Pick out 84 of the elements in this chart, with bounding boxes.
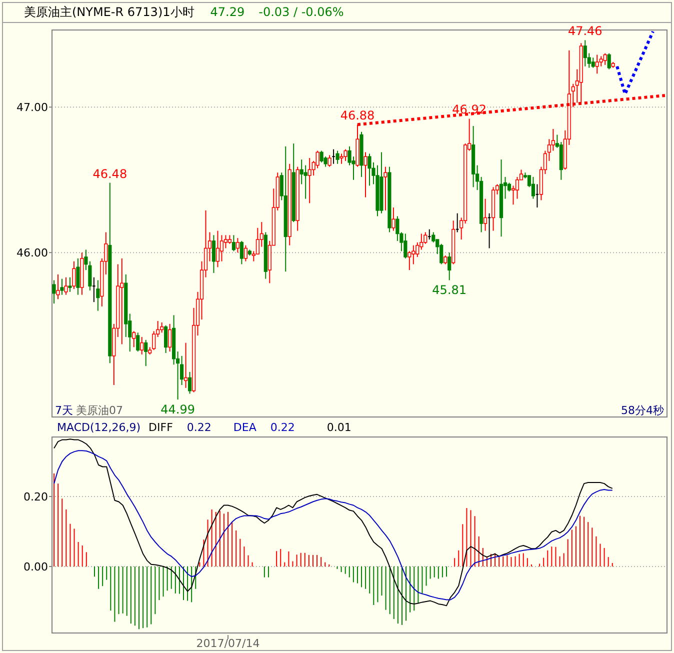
- candlestick: [344, 148, 348, 162]
- candlestick: [340, 153, 344, 164]
- y-tick-label: 0.20: [24, 490, 48, 504]
- y-tick-label: 46.00: [16, 246, 48, 260]
- candlestick: [220, 234, 224, 262]
- candlestick: [484, 198, 488, 232]
- candlestick: [64, 276, 68, 296]
- candlestick: [52, 280, 56, 304]
- annotation: 46.88: [340, 108, 375, 123]
- y-tick-label: 47.00: [16, 101, 48, 114]
- candlestick: [152, 330, 156, 351]
- chart-title: 美原油主(NYME-R 6713)1小时: [24, 5, 194, 19]
- candlestick: [68, 276, 72, 292]
- candlestick: [396, 216, 400, 242]
- text: 0.22: [270, 421, 295, 434]
- candlestick: [455, 212, 460, 233]
- candlestick: [216, 230, 220, 268]
- annotation: 46.48: [92, 166, 128, 181]
- text: DEA: [233, 421, 257, 434]
- candlestick: [440, 243, 444, 265]
- candlestick: [136, 332, 140, 352]
- candlestick: [432, 232, 436, 243]
- candlestick: [308, 158, 312, 204]
- text: DIFF: [148, 421, 173, 434]
- candlestick: [188, 371, 192, 394]
- candlestick: [336, 150, 340, 164]
- annotation: 44.99: [160, 402, 195, 417]
- candlestick: [240, 240, 244, 265]
- annotation: 46.92: [452, 102, 486, 117]
- candlestick: [92, 276, 96, 303]
- candlestick: [140, 336, 144, 355]
- x-tick-label: 2017/07/14: [196, 637, 260, 650]
- candlestick: [236, 238, 240, 254]
- candlestick: [328, 154, 332, 168]
- candlestick: [96, 280, 100, 312]
- candlestick: [72, 260, 76, 290]
- candlestick: [404, 233, 408, 259]
- candlestick: [120, 258, 124, 345]
- candlestick: [168, 323, 172, 352]
- candlestick: [607, 52, 611, 70]
- candlestick: [595, 54, 599, 74]
- candlestick: [364, 152, 368, 198]
- candlestick: [551, 128, 555, 152]
- candlestick: [531, 176, 536, 200]
- candlestick: [232, 234, 236, 252]
- candlestick: [535, 184, 540, 208]
- annotation: 58分4秒: [621, 404, 664, 417]
- candlestick: [212, 234, 216, 274]
- annotation: 47.46: [568, 24, 602, 38]
- candlestick: [164, 324, 168, 354]
- candlestick: [144, 339, 148, 367]
- chart-title: MACD(12,26,9): [57, 421, 141, 434]
- candlestick: [603, 52, 607, 66]
- candlestick: [448, 252, 452, 281]
- candlestick: [56, 274, 60, 300]
- text: 47.29: [210, 5, 245, 19]
- candlestick: [76, 258, 80, 296]
- candlestick: [427, 228, 432, 240]
- candlestick: [304, 164, 308, 200]
- candlestick: [320, 150, 324, 163]
- candlestick: [224, 234, 228, 249]
- candlestick: [591, 57, 595, 68]
- candlestick: [487, 212, 492, 249]
- candlestick: [132, 330, 136, 348]
- text: 0.22: [186, 421, 212, 434]
- annotation: 45.81: [432, 283, 467, 298]
- candlestick: [244, 244, 248, 262]
- candlestick: [324, 156, 328, 168]
- candlestick: [60, 278, 64, 296]
- candlestick: [599, 56, 603, 67]
- candlestick: [392, 206, 396, 232]
- candlestick: [583, 40, 587, 67]
- annotation: 美原油07: [76, 404, 123, 417]
- candlestick: [332, 148, 336, 164]
- annotation: 7天: [55, 404, 73, 417]
- candlestick: [184, 342, 188, 388]
- candlestick: [368, 153, 372, 186]
- candlestick: [316, 150, 320, 169]
- candlestick: [408, 250, 412, 271]
- candlestick: [384, 166, 388, 211]
- y-tick-label: 0.00: [24, 560, 48, 574]
- text: -0.03 / -0.06%: [258, 5, 344, 19]
- candlestick: [160, 322, 164, 334]
- text: 0.01: [326, 421, 352, 434]
